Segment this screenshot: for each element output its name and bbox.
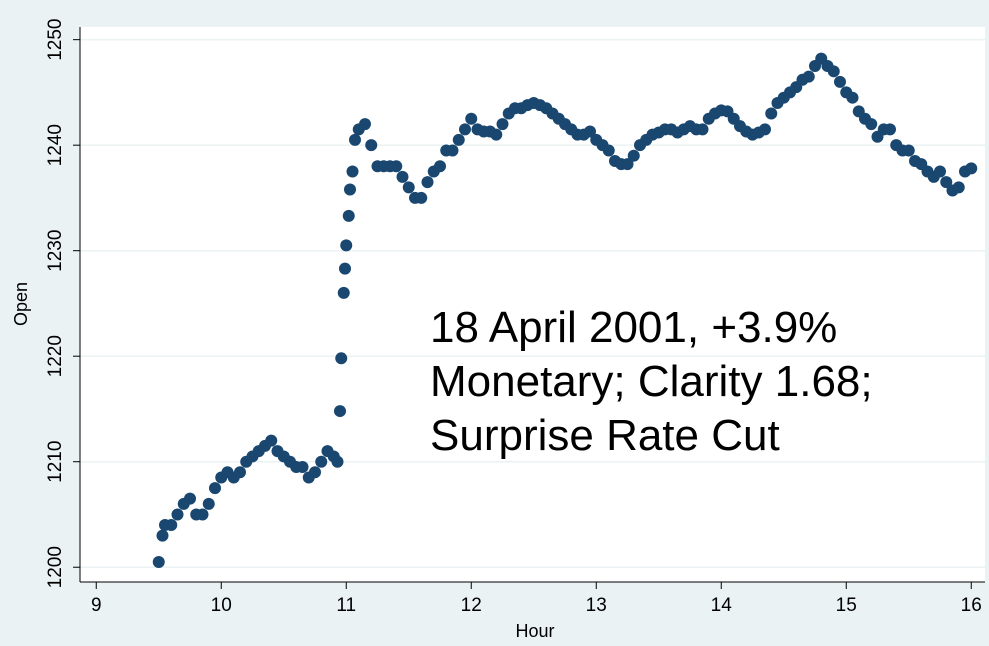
point <box>265 434 278 447</box>
point <box>934 165 946 178</box>
annotation: Monetary; Clarity 1.68; <box>430 357 873 406</box>
point <box>396 170 409 183</box>
point <box>802 70 815 83</box>
point <box>209 482 221 495</box>
point <box>342 209 355 222</box>
point <box>434 160 446 173</box>
point <box>621 158 634 171</box>
point <box>415 191 428 204</box>
point <box>496 118 509 131</box>
x-tick-label: 10 <box>211 595 232 616</box>
point <box>952 181 965 194</box>
point <box>346 165 359 178</box>
point <box>152 555 165 568</box>
point <box>390 160 403 173</box>
point <box>334 405 346 418</box>
point <box>627 149 640 162</box>
point <box>337 286 350 299</box>
point <box>446 144 459 157</box>
point <box>846 91 859 104</box>
point <box>902 144 915 157</box>
point <box>465 112 478 125</box>
point <box>156 529 169 542</box>
point <box>196 508 209 521</box>
x-tick-label: 15 <box>836 595 857 616</box>
x-tick-label: 11 <box>336 595 356 616</box>
point <box>884 123 896 136</box>
plot-area <box>80 27 985 582</box>
point <box>459 123 471 136</box>
point <box>827 65 840 78</box>
x-tick-label: 16 <box>961 595 982 616</box>
point <box>184 492 196 505</box>
point <box>309 466 321 479</box>
point <box>344 183 356 196</box>
point <box>359 118 371 131</box>
point <box>339 262 351 275</box>
point <box>765 107 778 120</box>
y-axis-title: Open <box>11 282 31 326</box>
point <box>759 123 771 136</box>
point <box>696 123 709 136</box>
x-tick-label: 14 <box>711 595 733 616</box>
x-tick-label: 12 <box>461 595 482 616</box>
y-tick-label: 1250 <box>45 19 66 61</box>
y-tick-label: 1240 <box>45 124 66 166</box>
point <box>165 519 178 532</box>
y-tick-label: 1220 <box>45 335 66 377</box>
annotation: Surprise Rate Cut <box>430 411 780 460</box>
x-tick-label: 13 <box>586 595 607 616</box>
point <box>234 466 246 479</box>
point <box>834 75 846 88</box>
annotation: 18 April 2001, +3.9% <box>430 303 837 352</box>
point <box>865 118 878 131</box>
point <box>421 176 434 189</box>
x-tick-label: 9 <box>91 595 102 616</box>
point <box>331 455 344 468</box>
point <box>296 460 309 473</box>
y-tick-label: 1210 <box>45 441 66 483</box>
y-tick-label: 1230 <box>45 230 66 272</box>
point <box>965 162 978 175</box>
point <box>602 144 615 157</box>
point <box>365 139 378 152</box>
point <box>171 508 184 521</box>
point <box>490 128 503 141</box>
point <box>584 125 596 138</box>
point <box>315 455 328 468</box>
point <box>340 239 353 252</box>
y-tick-label: 1200 <box>45 546 66 588</box>
point <box>335 352 348 365</box>
point <box>452 133 465 146</box>
point <box>349 133 361 146</box>
point <box>402 181 415 194</box>
point <box>202 497 215 510</box>
point <box>940 176 953 189</box>
x-axis-title: Hour <box>515 621 554 641</box>
